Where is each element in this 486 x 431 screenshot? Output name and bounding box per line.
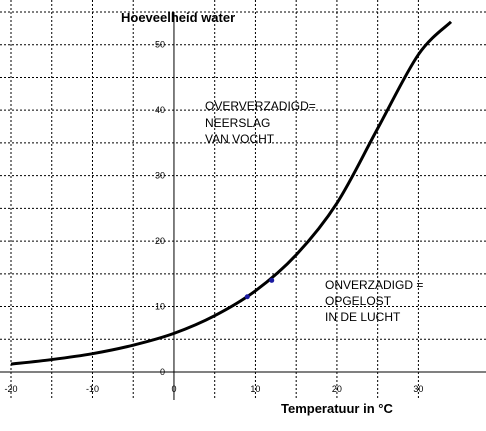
y-axis-label: Hoeveelheid water [121,10,235,25]
tick-labels: -20 -10 0 10 20 30 0 10 20 30 40 50 [4,40,423,394]
annotation-above-line-1: OVERVERZADIGD= [205,99,316,113]
x-axis-label: Temperatuur in °C [281,401,393,416]
x-tick-label: 0 [171,384,176,394]
y-tick-label: 30 [155,171,165,181]
y-tick-label: 10 [155,302,165,312]
x-tick-label: 20 [332,384,342,394]
x-tick-label: 30 [413,384,423,394]
grid-lines [0,0,486,400]
x-tick-label: -10 [86,384,99,394]
data-point [244,294,250,300]
annotation-above-line-3: VAN VOCHT [205,132,275,146]
y-tick-label: 0 [160,367,165,377]
annotation-below-line-1: ONVERZADIGD = [325,278,423,292]
axes [0,12,486,400]
y-tick-label: 20 [155,236,165,246]
x-tick-label: 10 [250,384,260,394]
annotation-above-line-2: NEERSLAG [205,116,270,130]
y-tick-label: 40 [155,105,165,115]
annotation-below-line-3: IN DE LUCHT [325,310,401,324]
x-tick-label: -20 [4,384,17,394]
data-points [244,277,275,300]
data-point [269,277,275,283]
y-tick-label: 50 [155,40,165,50]
annotation-below-line-2: OPGELOST [325,294,392,308]
